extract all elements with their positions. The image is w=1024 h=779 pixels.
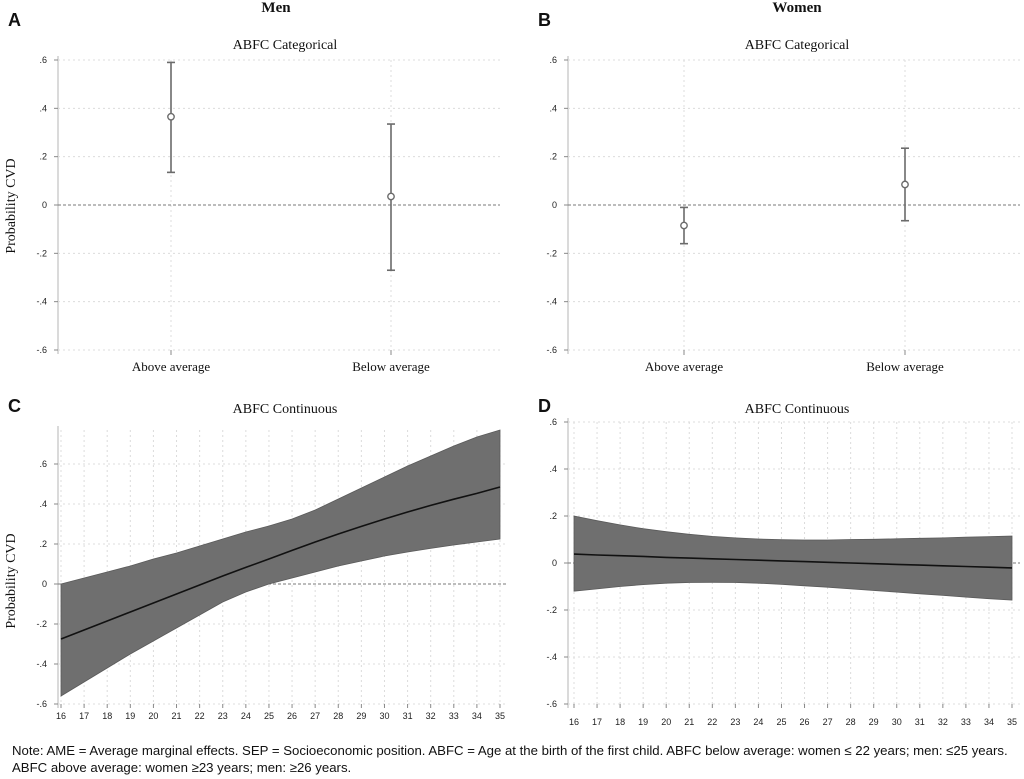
panel-b-category-label: Above average	[645, 359, 724, 374]
panel-b-ytick-label: -.6	[546, 345, 557, 355]
panel-letter-c: C	[8, 396, 21, 416]
panel-letter-a: A	[8, 10, 21, 30]
panel-d-xtick-label: 28	[846, 717, 856, 727]
panel-c-ytick-label: 0	[42, 579, 47, 589]
panel-c-xtick-label: 31	[403, 711, 413, 721]
panel-c-xtick-label: 18	[102, 711, 112, 721]
panel-letter-b: B	[538, 10, 551, 30]
panel-a-category-label: Above average	[132, 359, 211, 374]
panel-d-xtick-label: 33	[961, 717, 971, 727]
panel-c-xtick-label: 29	[356, 711, 366, 721]
panel-c-xtick-label: 24	[241, 711, 251, 721]
panel-c-xtick-label: 26	[287, 711, 297, 721]
panel-b-ytick-label: -.2	[546, 248, 557, 258]
panel-a-ytick-label: -.4	[36, 297, 47, 307]
panel-a-ytick-label: .4	[39, 103, 47, 113]
panel-c-xtick-label: 27	[310, 711, 320, 721]
panel-c-xtick-label: 28	[333, 711, 343, 721]
panel-d-xtick-label: 19	[638, 717, 648, 727]
panel-b-ytick-label: .4	[549, 103, 557, 113]
panel-b-category-label: Below average	[866, 359, 944, 374]
panel-c-xtick-label: 33	[449, 711, 459, 721]
panel-b-ytick-label: -.4	[546, 297, 557, 307]
panel-c-xtick-label: 35	[495, 711, 505, 721]
panel-c-ytick-label: .6	[39, 459, 47, 469]
panel-a-ytick-label: -.2	[36, 248, 47, 258]
panel-b-point-estimate	[680, 221, 688, 230]
panel-c-xtick-label: 21	[172, 711, 182, 721]
figure-note: Note: AME = Average marginal effects. SE…	[12, 743, 1008, 775]
panel-a-point-estimate	[167, 112, 175, 121]
panel-d-title: ABFC Continuous	[745, 402, 850, 417]
panel-d-xtick-label: 21	[684, 717, 694, 727]
panel-a-ytick-label: -.6	[36, 345, 47, 355]
panel-d-xtick-label: 31	[915, 717, 925, 727]
panel-d-xtick-label: 23	[730, 717, 740, 727]
panel-d-ytick-label: .4	[549, 464, 557, 474]
panel-a-plot: .6 .4 .2 0 -.2 -.4 -.6 Above average Below avera…	[36, 55, 500, 374]
panel-c-xtick-label: 20	[148, 711, 158, 721]
panel-c-xtick-label: 25	[264, 711, 274, 721]
panel-a-ytick-label: .2	[39, 152, 47, 162]
panel-d-xtick-label: 29	[869, 717, 879, 727]
panel-d-confidence-band	[573, 515, 1013, 601]
panel-d-xtick-label: 16	[569, 717, 579, 727]
panel-c-ytick-label: -.6	[36, 699, 47, 709]
panel-a-point-estimate	[387, 192, 395, 201]
panel-c-ytick-label: .4	[39, 499, 47, 509]
panel-b-title: ABFC Categorical	[745, 38, 850, 53]
panel-a-title: ABFC Categorical	[233, 38, 338, 53]
panel-c-estimate-line	[60, 486, 501, 640]
panel-a-ylabel: Probability CVD	[4, 158, 19, 253]
panel-d-ytick-label: -.6	[546, 699, 557, 709]
panel-c-xtick-label: 23	[218, 711, 228, 721]
panel-d-xtick-label: 17	[592, 717, 602, 727]
panel-a-ytick-label: 0	[42, 200, 47, 210]
panel-d-xtick-label: 20	[661, 717, 671, 727]
panel-c-xtick-label: 17	[79, 711, 89, 721]
panel-d-xtick-label: 34	[984, 717, 994, 727]
panel-a-ytick-label: .6	[39, 55, 47, 65]
panel-b-ytick-label: .6	[549, 55, 557, 65]
panel-d-xtick-label: 35	[1007, 717, 1017, 727]
panel-d-ytick-label: 0	[552, 558, 557, 568]
panel-c-ylabel: Probability CVD	[4, 533, 19, 628]
panel-a-category-label: Below average	[352, 359, 430, 374]
panel-b-point-estimate	[901, 180, 909, 189]
panel-c-ytick-label: -.4	[36, 659, 47, 669]
panel-c-plot: .6 .4 .2 0 -.2 -.4 -.6 16 17 18 19 20 21 22 23 24 25 26 27…	[36, 426, 506, 721]
panel-b-ytick-label: .2	[549, 152, 557, 162]
panel-c-xtick-label: 22	[195, 711, 205, 721]
panel-d-estimate-line	[573, 553, 1013, 569]
panel-c-xtick-label: 34	[472, 711, 482, 721]
panel-d-plot: .6 .4 .2 0 -.2 -.4 -.6 16 17 18 19 20 21 22 23 24 25 26 27…	[546, 417, 1020, 727]
panel-c-xtick-label: 19	[125, 711, 135, 721]
panel-d-xtick-label: 30	[892, 717, 902, 727]
group-title-men: Men	[261, 0, 291, 16]
panel-d-ytick-label: .2	[549, 511, 557, 521]
panel-c-ytick-label: .2	[39, 539, 47, 549]
panel-b-plot: .6 .4 .2 0 -.2 -.4 -.6 Above average Below avera…	[546, 55, 1020, 374]
panel-d-xtick-label: 32	[938, 717, 948, 727]
panel-d-xtick-label: 26	[800, 717, 810, 727]
panel-letter-d: D	[538, 396, 551, 416]
group-title-women: Women	[772, 0, 822, 16]
panel-d-ytick-label: .6	[549, 417, 557, 427]
panel-d-xtick-label: 22	[707, 717, 717, 727]
panel-c-xtick-label: 16	[56, 711, 66, 721]
panel-c-ytick-label: -.2	[36, 619, 47, 629]
panel-b-ytick-label: 0	[552, 200, 557, 210]
panel-d-xtick-label: 18	[615, 717, 625, 727]
panel-c-xtick-label: 30	[379, 711, 389, 721]
panel-c-title: ABFC Continuous	[233, 402, 338, 417]
panel-c-confidence-band	[60, 429, 501, 697]
panel-d-ytick-label: -.4	[546, 652, 557, 662]
panel-d-xtick-label: 24	[753, 717, 763, 727]
panel-d-xtick-label: 25	[776, 717, 786, 727]
panel-c-xtick-label: 32	[426, 711, 436, 721]
panel-d-ytick-label: -.2	[546, 605, 557, 615]
panel-d-xtick-label: 27	[823, 717, 833, 727]
